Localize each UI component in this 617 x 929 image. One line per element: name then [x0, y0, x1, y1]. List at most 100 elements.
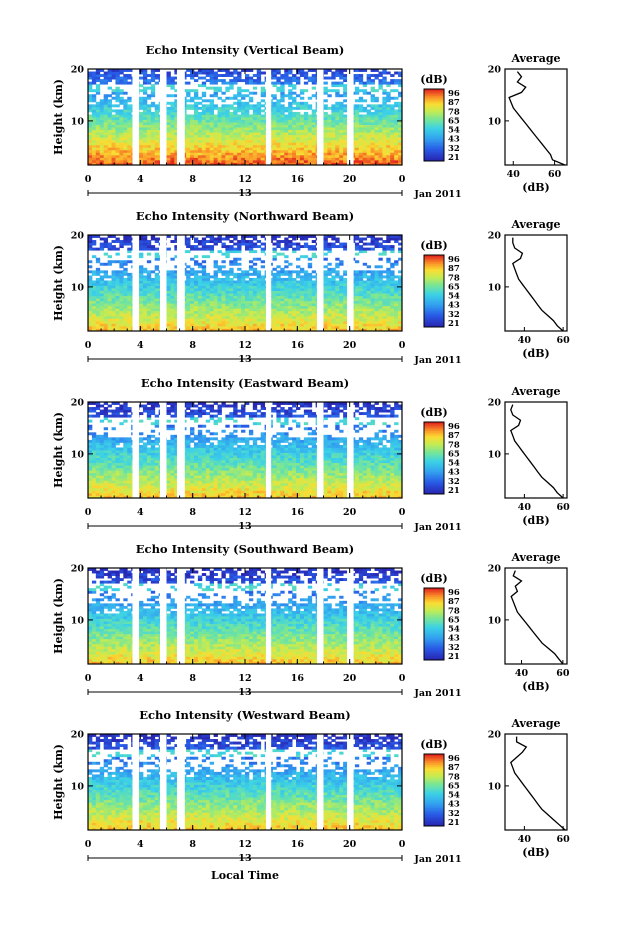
colorbar-swatch	[424, 624, 444, 627]
colorbar-swatch	[424, 618, 444, 621]
colorbar-frame	[423, 587, 445, 661]
colorbar-swatch	[424, 431, 444, 434]
x-tick-label: 16	[291, 507, 305, 518]
colorbar-swatch	[424, 654, 444, 657]
colorbar-swatch	[424, 458, 444, 461]
colorbar-swatch	[424, 782, 444, 786]
colorbar-tick: 87	[448, 763, 460, 773]
x-tick-label: 0	[85, 174, 92, 185]
colorbar-swatch	[424, 620, 444, 623]
average-x-tick-label: 40	[515, 668, 529, 679]
colorbar-swatch	[424, 146, 444, 149]
x-tick-label: 8	[189, 340, 196, 351]
colorbar-unit: (dB)	[420, 406, 447, 419]
colorbar-tick: 65	[448, 282, 460, 292]
x-tick-label: 12	[238, 174, 251, 185]
colorbar-swatch	[424, 152, 444, 155]
colorbar-swatch	[424, 434, 444, 437]
day-label: 13	[238, 853, 251, 864]
colorbar-swatch	[424, 779, 444, 782]
data-gap	[347, 235, 354, 331]
colorbar-swatch	[424, 470, 444, 473]
colorbar-swatch	[424, 616, 444, 620]
colorbar-swatch	[424, 422, 444, 425]
colorbar-swatch	[424, 486, 444, 490]
data-gap	[347, 568, 354, 664]
colorbar-swatch	[424, 119, 444, 122]
heatmap	[88, 402, 403, 499]
colorbar-swatch	[424, 642, 444, 645]
colorbar-swatch	[424, 262, 444, 265]
colorbar-swatch	[424, 265, 444, 269]
average-profile-line	[510, 404, 564, 499]
colorbar-swatch	[424, 157, 444, 160]
colorbar-swatch	[424, 271, 444, 274]
x-tick-label: 8	[189, 507, 196, 518]
colorbar-swatch	[424, 488, 444, 491]
colorbar-swatch	[424, 310, 444, 314]
colorbar-tick: 32	[448, 477, 460, 487]
colorbar-swatch	[424, 274, 444, 278]
colorbar-swatch	[424, 766, 444, 769]
x-tick-label: 20	[343, 507, 357, 518]
colorbar-swatch	[424, 107, 444, 110]
colorbar-swatch	[424, 815, 444, 818]
colorbar-swatch	[424, 754, 444, 757]
colorbar-tick: 87	[448, 431, 460, 441]
colorbar-swatch	[424, 602, 444, 605]
colorbar-swatch	[424, 595, 444, 598]
colorbar-tick: 21	[448, 319, 460, 329]
colorbar-swatch	[424, 264, 444, 267]
colorbar-tick: 65	[448, 615, 460, 625]
colorbar-tick: 78	[448, 107, 460, 117]
colorbar-swatch	[424, 636, 444, 639]
colorbar-swatch	[424, 658, 444, 661]
colorbar-tick: 87	[448, 98, 460, 108]
colorbar-swatch	[424, 492, 444, 495]
average-x-tick-label: 60	[557, 834, 571, 845]
colorbar-swatch	[424, 795, 444, 798]
data-gap	[265, 235, 272, 331]
colorbar-swatch	[424, 609, 444, 612]
x-tick-label: 16	[291, 673, 305, 684]
colorbar-tick: 54	[448, 459, 460, 469]
colorbar-swatch	[424, 800, 444, 804]
colorbar-swatch	[424, 781, 444, 784]
data-gap	[159, 235, 167, 331]
x-tick-label: 20	[343, 673, 357, 684]
colorbar-swatch	[424, 633, 444, 636]
y-tick-label: 20	[71, 398, 85, 409]
average-title: Average	[510, 385, 560, 398]
colorbar-swatch	[424, 283, 444, 287]
colorbar-tick: 43	[448, 800, 460, 810]
colorbar-swatch	[424, 791, 444, 795]
colorbar-swatch	[424, 613, 444, 616]
colorbar-tick: 21	[448, 153, 460, 163]
x-tick-label: 0	[85, 507, 92, 518]
colorbar-frame	[423, 753, 445, 827]
average-title: Average	[510, 551, 560, 564]
colorbar-swatch	[424, 786, 444, 789]
colorbar-swatch	[424, 135, 444, 139]
colorbar-unit: (dB)	[420, 738, 447, 751]
day-label: 13	[238, 687, 251, 698]
colorbar-tick: 96	[448, 255, 460, 265]
colorbar-swatch	[424, 144, 444, 148]
colorbar-swatch	[424, 132, 444, 135]
average-y-tick-label: 10	[488, 282, 502, 293]
colorbar-swatch	[424, 822, 444, 825]
colorbar-swatch	[424, 591, 444, 594]
x-tick-label: 0	[399, 340, 406, 351]
average-y-tick-label: 20	[488, 564, 502, 575]
y-axis-label: Height (km)	[52, 245, 65, 321]
data-gap	[176, 69, 185, 165]
panel-title: Echo Intensity (Northward Beam)	[136, 209, 354, 223]
x-tick-label: 12	[238, 507, 251, 518]
colorbar-swatch	[424, 600, 444, 603]
data-gap	[316, 235, 324, 331]
colorbar-swatch	[424, 309, 444, 312]
panel-title: Echo Intensity (Southward Beam)	[136, 542, 354, 556]
day-label: 13	[238, 354, 251, 365]
date-label: Jan 2011	[413, 854, 461, 865]
colorbar-swatch	[424, 318, 444, 321]
